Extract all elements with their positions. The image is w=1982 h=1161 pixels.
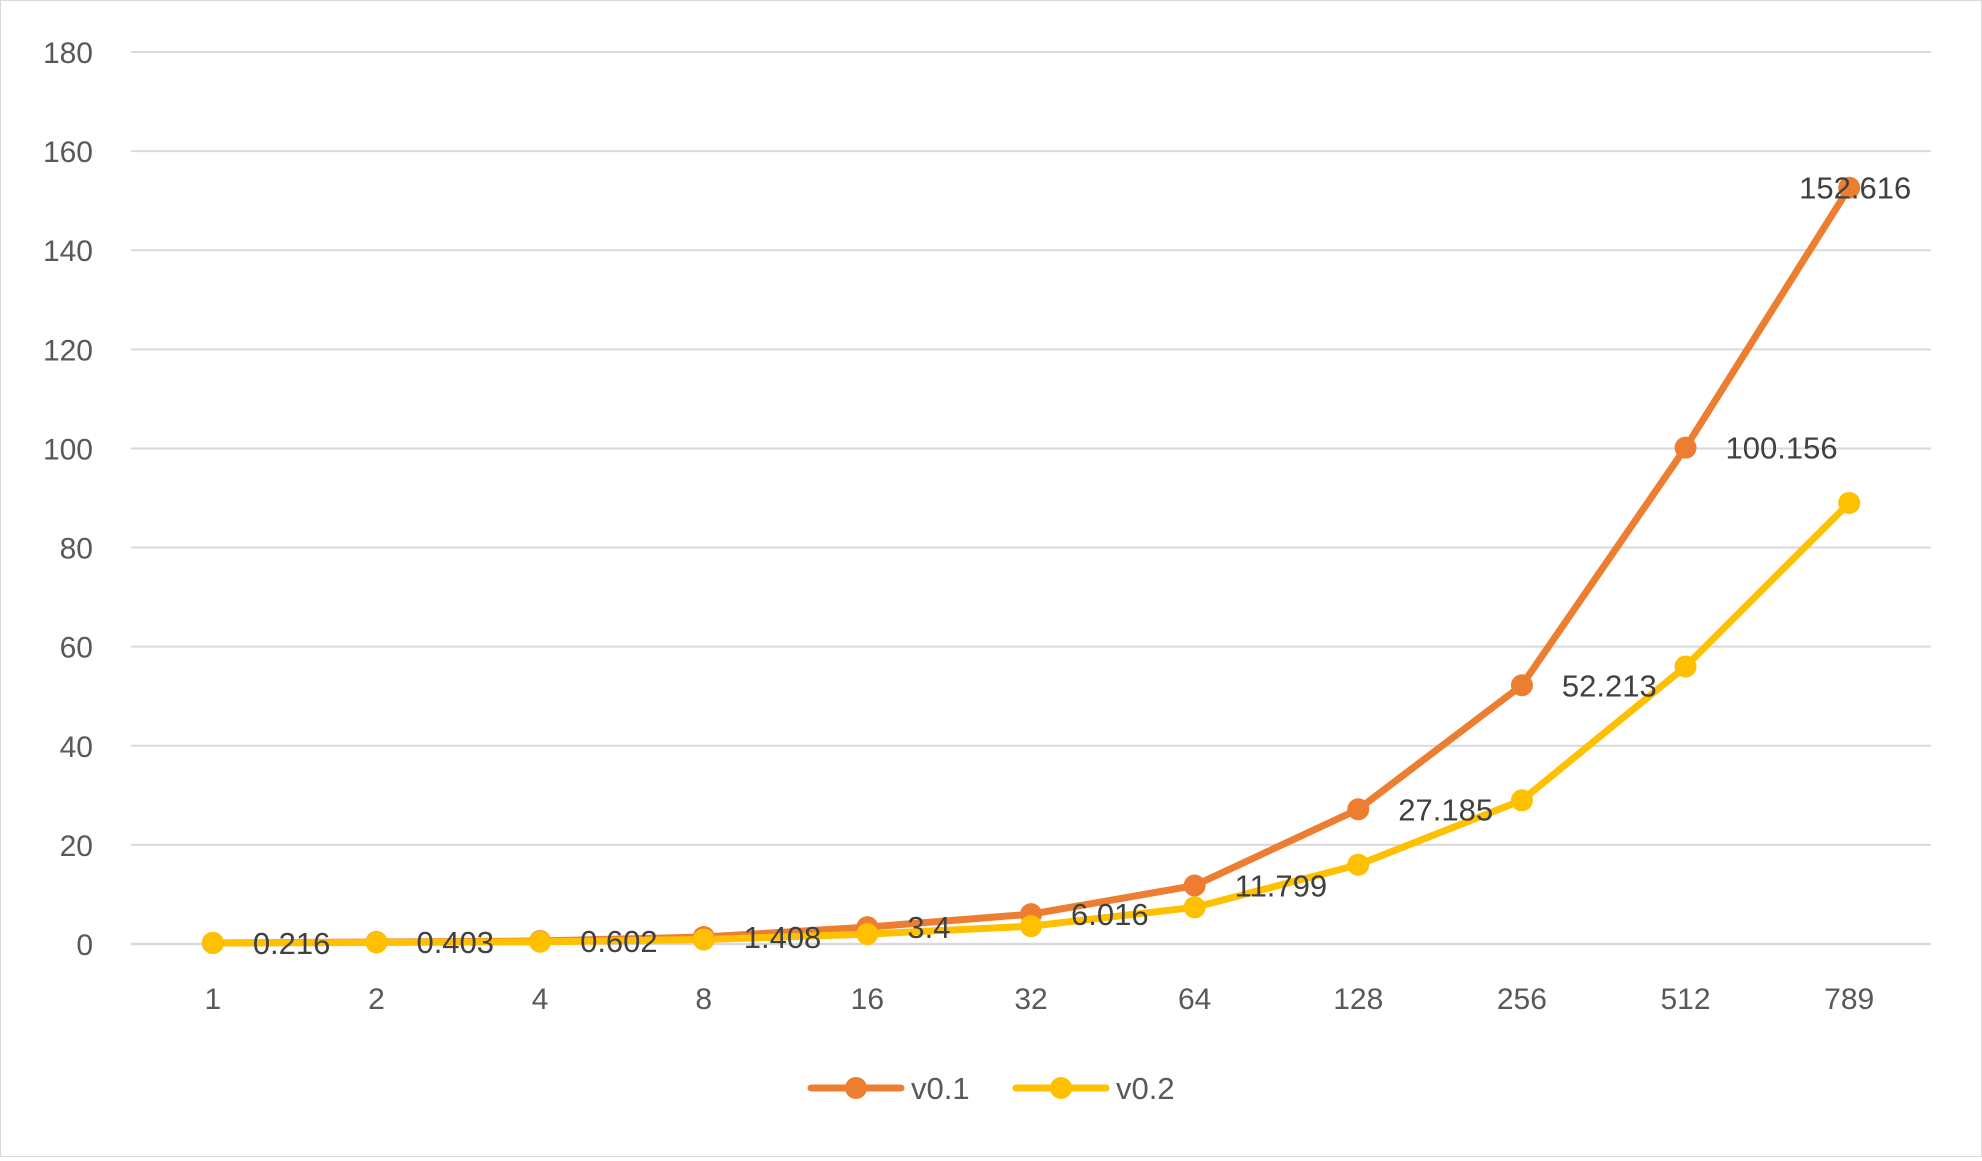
x-tick-label: 32 [1014, 983, 1047, 1016]
data-label: 0.403 [416, 925, 494, 960]
series-markers [201, 176, 1861, 955]
data-label: 1.408 [744, 920, 822, 955]
data-point-v0.2 [1838, 491, 1861, 514]
legend-label-v0.2: v0.2 [1116, 1071, 1175, 1106]
data-label: 0.602 [580, 924, 658, 959]
y-tick-label: 0 [76, 929, 93, 962]
data-label: 0.216 [253, 926, 331, 961]
x-axis-tick-labels: 1 2 4 8 16 32 64 128 256 512 789 [204, 983, 1874, 1016]
data-point-v0.2 [1510, 789, 1533, 812]
y-tick-label: 60 [60, 632, 93, 665]
legend-item-v0.1: v0.1 [807, 1071, 970, 1106]
data-point-v0.2 [529, 930, 552, 953]
x-tick-label: 512 [1661, 983, 1711, 1016]
data-point-v0.2 [1183, 896, 1206, 919]
data-label: 100.156 [1726, 431, 1838, 466]
x-tick-label: 4 [532, 983, 549, 1016]
data-point-v0.1 [1183, 874, 1206, 897]
x-tick-label: 16 [851, 983, 884, 1016]
y-tick-label: 120 [43, 334, 93, 367]
legend-label-v0.1: v0.1 [911, 1071, 970, 1106]
y-tick-label: 180 [43, 37, 93, 70]
y-tick-label: 140 [43, 235, 93, 268]
data-label: 11.799 [1235, 869, 1328, 904]
data-point-v0.1 [1838, 176, 1861, 199]
legend-marker-v0.2 [1050, 1077, 1072, 1099]
x-tick-label: 8 [695, 983, 712, 1016]
data-label: 152.616 [1799, 171, 1911, 206]
series-line-v0.1 [209, 184, 1853, 947]
y-tick-label: 160 [43, 136, 93, 169]
x-tick-label: 256 [1497, 983, 1547, 1016]
series-lines [209, 184, 1853, 947]
data-labels: 0.216 0.403 0.602 1.408 3.4 6.016 11.799 27.185… [253, 171, 1911, 961]
data-label: 52.213 [1562, 668, 1657, 703]
data-point-v0.1 [1674, 436, 1697, 459]
data-label: 6.016 [1071, 897, 1149, 932]
data-point-v0.2 [856, 923, 879, 946]
x-tick-label: 2 [368, 983, 385, 1016]
x-tick-label: 789 [1824, 983, 1874, 1016]
data-point-v0.1 [1347, 798, 1370, 821]
data-point-v0.2 [201, 932, 224, 955]
legend: v0.1 v0.2 [807, 1071, 1175, 1106]
data-point-v0.1 [1510, 674, 1533, 697]
data-point-v0.2 [692, 928, 715, 951]
legend-marker-v0.1 [845, 1077, 867, 1099]
y-axis-tick-labels: 0 20 40 60 80 100 120 140 160 180 [43, 37, 93, 962]
data-point-v0.2 [365, 931, 388, 954]
x-tick-label: 64 [1178, 983, 1211, 1016]
y-tick-label: 20 [60, 830, 93, 863]
data-point-v0.2 [1347, 853, 1370, 876]
data-label: 27.185 [1398, 792, 1493, 827]
y-tick-label: 80 [60, 533, 93, 566]
x-tick-label: 128 [1333, 983, 1383, 1016]
legend-item-v0.2: v0.2 [1012, 1071, 1175, 1106]
data-label: 3.4 [907, 910, 950, 945]
data-point-v0.2 [1674, 655, 1697, 678]
y-tick-label: 40 [60, 731, 93, 764]
y-tick-label: 100 [43, 433, 93, 466]
data-point-v0.2 [1020, 915, 1042, 938]
x-tick-label: 1 [204, 983, 221, 1016]
gridlines [131, 51, 1931, 946]
